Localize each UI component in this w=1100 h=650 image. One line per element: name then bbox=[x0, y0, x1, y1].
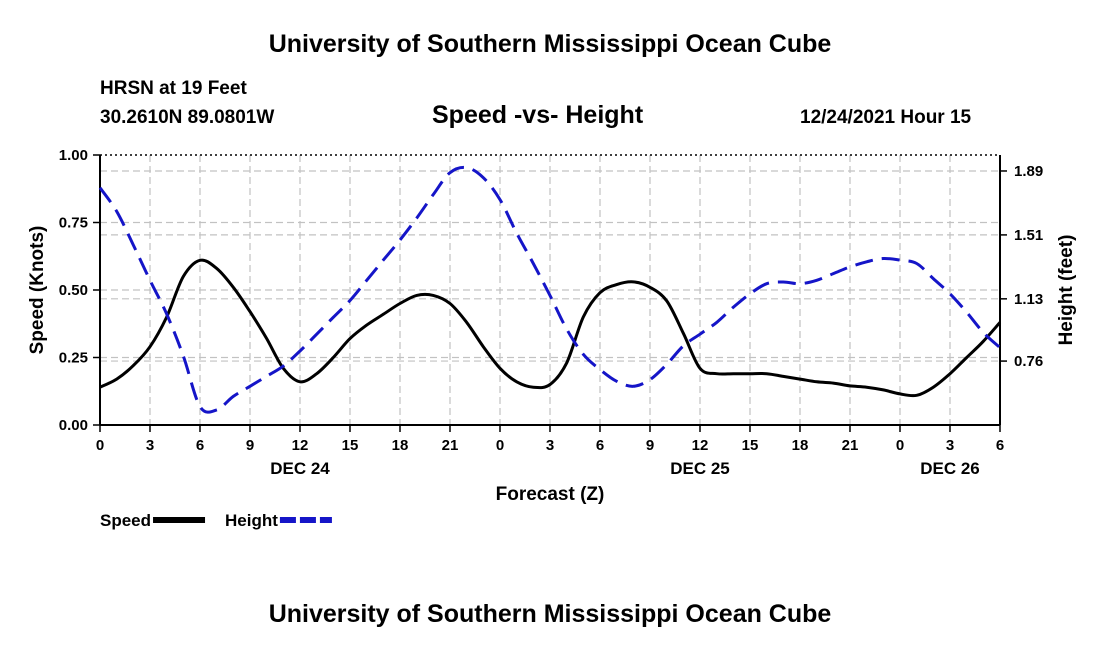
location-label: 30.2610N 89.0801W bbox=[100, 107, 275, 128]
x-tick-label: 21 bbox=[442, 437, 459, 454]
y-tick-label-right: 1.89 bbox=[1014, 163, 1043, 180]
y-tick-label-right: 0.76 bbox=[1014, 353, 1043, 370]
station-label: HRSN at 19 Feet bbox=[100, 78, 247, 99]
y-tick-label-left: 0.50 bbox=[59, 282, 88, 299]
y-tick-label-left: 0.25 bbox=[59, 350, 88, 367]
y-tick-label-left: 1.00 bbox=[59, 147, 88, 164]
day-label: DEC 24 bbox=[270, 459, 330, 478]
y-tick-label-left: 0.75 bbox=[59, 215, 88, 232]
y-tick-label-right: 1.13 bbox=[1014, 291, 1043, 308]
x-tick-label: 6 bbox=[196, 437, 204, 454]
x-tick-label: 12 bbox=[292, 437, 309, 454]
x-tick-label: 12 bbox=[692, 437, 709, 454]
x-tick-label: 18 bbox=[392, 437, 409, 454]
x-tick-label: 6 bbox=[596, 437, 604, 454]
x-tick-label: 3 bbox=[546, 437, 554, 454]
height-series-line bbox=[98, 165, 1001, 414]
legend-label-height: Height bbox=[225, 511, 278, 530]
x-tick-label: 9 bbox=[246, 437, 254, 454]
y-axis-label-left: Speed (Knots) bbox=[27, 226, 48, 355]
day-label: DEC 26 bbox=[920, 459, 980, 478]
x-tick-label: 0 bbox=[496, 437, 504, 454]
x-axis-label: Forecast (Z) bbox=[496, 484, 605, 505]
day-label: DEC 25 bbox=[670, 459, 730, 478]
x-tick-label: 3 bbox=[146, 437, 154, 454]
y-axis-label-right: Height (feet) bbox=[1056, 235, 1077, 346]
x-tick-label: 9 bbox=[646, 437, 654, 454]
legend-label-speed: Speed bbox=[100, 511, 151, 530]
x-tick-label: 6 bbox=[996, 437, 1004, 454]
chart-title: Speed -vs- Height bbox=[432, 101, 644, 129]
x-tick-label: 15 bbox=[742, 437, 759, 454]
speed-series-line bbox=[99, 258, 1002, 398]
x-tick-label: 0 bbox=[96, 437, 104, 454]
footer-title: University of Southern Mississippi Ocean… bbox=[268, 600, 832, 628]
x-tick-label: 15 bbox=[342, 437, 359, 454]
x-tick-label: 18 bbox=[792, 437, 809, 454]
x-tick-label: 21 bbox=[842, 437, 859, 454]
x-tick-label: 0 bbox=[896, 437, 904, 454]
datetime-label: 12/24/2021 Hour 15 bbox=[800, 107, 972, 128]
y-tick-label-left: 0.00 bbox=[59, 417, 88, 434]
y-tick-label-right: 1.51 bbox=[1014, 227, 1043, 244]
x-tick-label: 3 bbox=[946, 437, 954, 454]
page-title: University of Southern Mississippi Ocean… bbox=[268, 30, 832, 58]
